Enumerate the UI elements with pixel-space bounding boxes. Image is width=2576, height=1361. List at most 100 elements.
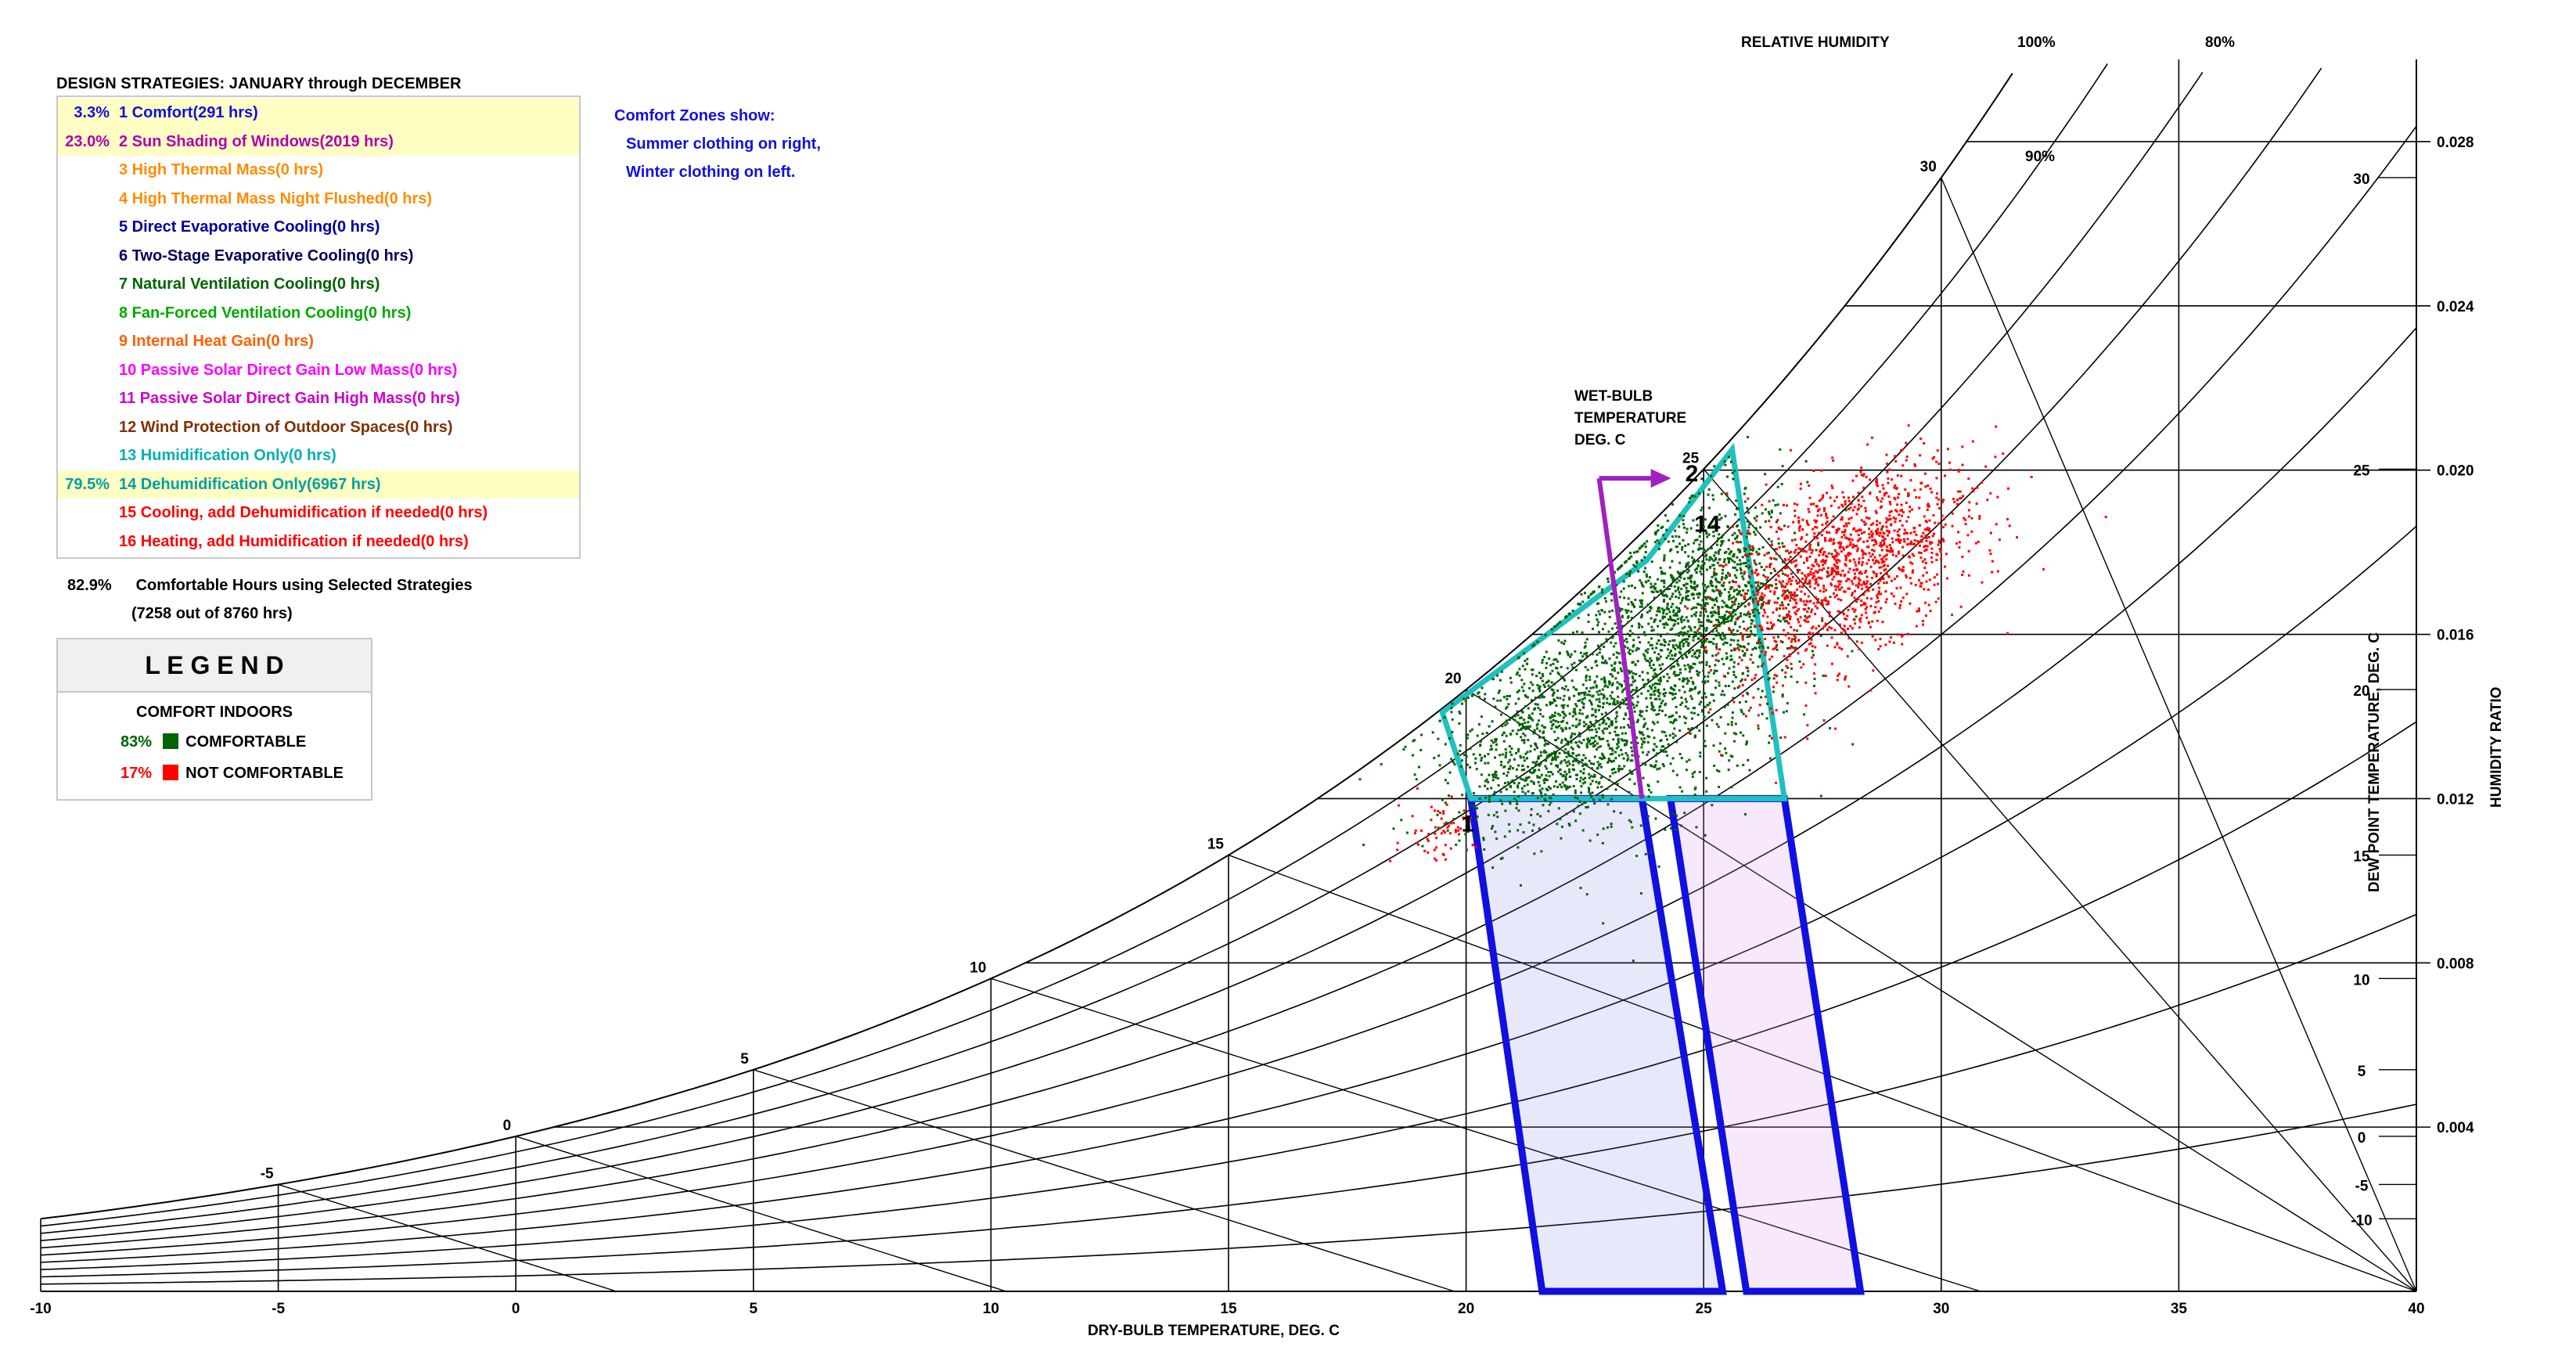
data-point: [1777, 537, 1780, 540]
data-point: [1542, 683, 1545, 686]
data-point: [1629, 771, 1632, 774]
strategy-row[interactable]: 3.3% 1 Comfort(291 hrs): [58, 99, 579, 128]
strategy-row[interactable]: 6 Two-Stage Evaporative Cooling(0 hrs): [58, 242, 579, 271]
strategy-row[interactable]: 10 Passive Solar Direct Gain Low Mass(0 …: [58, 356, 579, 385]
data-point: [1653, 708, 1656, 711]
data-point: [1706, 568, 1708, 571]
data-point: [1921, 620, 1924, 622]
data-point: [1930, 491, 1933, 494]
legend-subtitle: COMFORT INDOORS: [136, 704, 293, 721]
data-point: [1691, 680, 1694, 683]
data-point: [1660, 571, 1664, 574]
data-point: [1802, 663, 1805, 666]
data-point: [1509, 785, 1512, 787]
data-point: [1692, 682, 1695, 686]
data-point: [1446, 782, 1449, 785]
data-point: [1543, 749, 1546, 752]
data-point: [1680, 757, 1683, 760]
data-point: [1732, 671, 1736, 674]
data-point: [1603, 727, 1606, 730]
data-point: [1596, 618, 1599, 621]
data-point: [1675, 711, 1678, 715]
data-point: [1685, 769, 1688, 772]
data-point: [1801, 578, 1804, 581]
data-point: [1672, 672, 1675, 675]
data-point: [1962, 570, 1965, 573]
data-point: [1541, 673, 1544, 675]
data-point: [1818, 564, 1821, 567]
strategy-label: 12 Wind Protection of Outdoor Spaces(0 h…: [119, 418, 453, 436]
data-point: [1819, 549, 1822, 553]
data-point: [1981, 581, 1984, 584]
data-point: [1611, 682, 1614, 685]
data-point: [1870, 534, 1873, 537]
data-point: [1714, 598, 1718, 601]
data-point: [1787, 637, 1790, 640]
data-point: [1665, 607, 1668, 610]
data-point: [1689, 688, 1693, 691]
strategy-row[interactable]: 8 Fan-Forced Ventilation Cooling(0 hrs): [58, 299, 579, 328]
data-point: [1837, 527, 1840, 531]
data-point: [1865, 570, 1868, 572]
data-point: [1964, 523, 1967, 526]
data-point: [1524, 659, 1527, 662]
strategy-row[interactable]: 11 Passive Solar Direct Gain High Mass(0…: [58, 384, 579, 413]
data-point: [1599, 798, 1601, 801]
data-point: [1719, 637, 1722, 640]
data-point: [1575, 630, 1578, 633]
data-point: [1545, 751, 1548, 754]
data-point: [1672, 646, 1675, 649]
data-point: [1718, 558, 1722, 561]
data-point: [1664, 593, 1668, 596]
data-point: [1785, 710, 1788, 713]
data-point: [1686, 644, 1689, 647]
data-point: [1862, 553, 1865, 556]
data-point: [1583, 646, 1586, 649]
strategy-row[interactable]: 5 Direct Evaporative Cooling(0 hrs): [58, 213, 579, 242]
strategy-row[interactable]: 3 High Thermal Mass(0 hrs): [58, 156, 579, 185]
data-point: [1631, 750, 1634, 753]
strategy-row[interactable]: 13 Humidification Only(0 hrs): [58, 441, 579, 470]
data-point: [1676, 617, 1679, 621]
data-point: [1477, 723, 1480, 726]
strategy-row[interactable]: 79.5% 14 Dehumidification Only(6967 hrs): [58, 470, 579, 499]
data-point: [1740, 614, 1742, 617]
data-point: [1617, 695, 1620, 698]
data-point: [1783, 628, 1786, 632]
data-point: [1504, 754, 1507, 757]
data-point: [1701, 661, 1704, 664]
data-point: [1450, 711, 1453, 714]
strategy-row[interactable]: 23.0% 2 Sun Shading of Windows(2019 hrs): [58, 127, 579, 156]
wetbulb-label: 0: [503, 1118, 512, 1134]
data-point: [1691, 727, 1693, 729]
data-point: [1578, 740, 1581, 744]
data-point: [1671, 697, 1675, 700]
data-point: [1686, 589, 1689, 592]
data-point: [1758, 639, 1760, 643]
strategy-row[interactable]: 15 Cooling, add Dehumidification if need…: [58, 499, 579, 527]
data-point: [1786, 566, 1789, 569]
data-point: [1720, 693, 1723, 696]
data-point: [1535, 760, 1538, 763]
data-point: [1561, 704, 1564, 708]
data-point: [1734, 566, 1737, 569]
data-point: [1857, 585, 1860, 589]
data-point: [1419, 748, 1423, 751]
data-point: [1622, 702, 1625, 705]
strategy-row[interactable]: 12 Wind Protection of Outdoor Spaces(0 h…: [58, 413, 579, 442]
strategy-row[interactable]: 9 Internal Heat Gain(0 hrs): [58, 327, 579, 356]
data-point: [1790, 640, 1793, 643]
data-point: [1894, 517, 1897, 520]
data-point: [1624, 732, 1627, 735]
strategy-row[interactable]: 4 High Thermal Mass Night Flushed(0 hrs): [58, 185, 579, 214]
data-point: [1813, 535, 1816, 538]
data-point: [1757, 665, 1760, 668]
strategy-row[interactable]: 7 Natural Ventilation Cooling(0 hrs): [58, 270, 579, 299]
data-point: [1551, 701, 1554, 704]
data-point: [1573, 694, 1576, 697]
data-point: [1835, 495, 1838, 499]
data-point: [1835, 573, 1838, 576]
data-point: [1624, 743, 1627, 746]
strategy-row[interactable]: 16 Heating, add Humidification if needed…: [58, 527, 579, 556]
data-point: [1461, 759, 1463, 762]
